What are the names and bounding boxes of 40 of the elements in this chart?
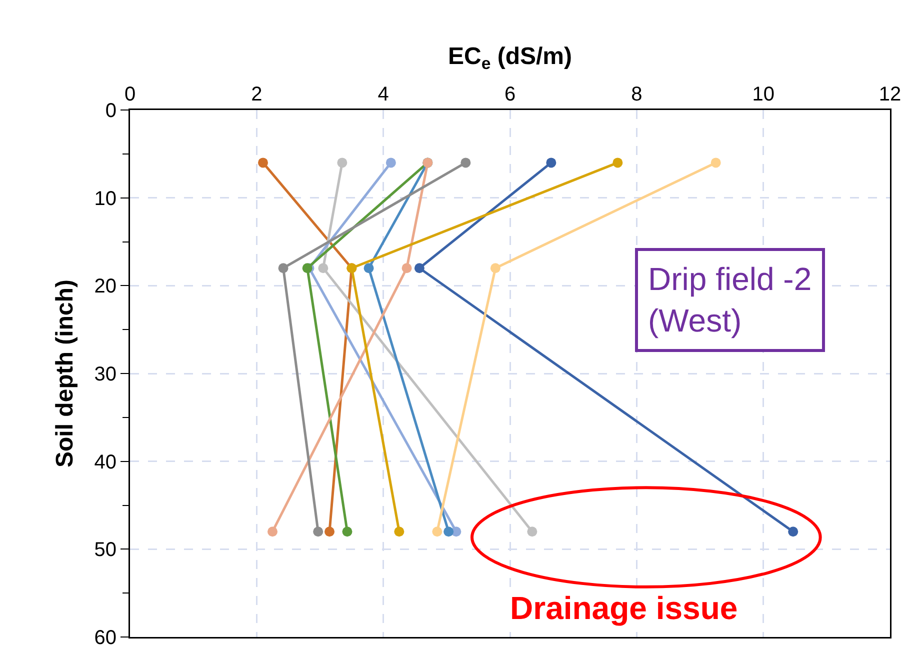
y-tick-label: 40 [94, 451, 116, 474]
point [324, 526, 334, 537]
x-axis-title: EC$_{e}$ (dS/m) [448, 42, 572, 73]
y-tick-label: 60 [94, 627, 116, 649]
point [313, 526, 324, 537]
point [337, 158, 348, 168]
point [414, 263, 424, 274]
point [402, 263, 412, 274]
x-tick-label: 8 [631, 84, 642, 106]
y-tick-label: 20 [94, 276, 116, 298]
y-tick-label: 30 [94, 364, 116, 386]
annotation: Drip field -2 (West) [648, 261, 812, 339]
point [710, 158, 721, 168]
x-tick-label: 12 [878, 84, 902, 106]
y-tick-label: 0 [105, 100, 116, 122]
x-tick-label: 0 [124, 84, 136, 106]
x-tick-label: 4 [378, 84, 389, 106]
y-tick-label: 50 [94, 539, 116, 562]
point [394, 526, 404, 537]
point [546, 158, 556, 168]
point [386, 158, 396, 168]
point [364, 263, 374, 274]
point [318, 263, 328, 274]
x-tick-label: 2 [251, 84, 262, 106]
point [460, 158, 471, 168]
point [527, 526, 538, 537]
point [342, 526, 352, 537]
point [258, 158, 268, 168]
point [432, 526, 442, 537]
point [788, 526, 798, 537]
point [444, 526, 454, 537]
x-tick-label: 6 [504, 84, 516, 106]
point [490, 263, 500, 274]
point [278, 263, 288, 274]
y-axis-title: Soil depth (inch) [52, 280, 79, 468]
y-tick-label: 10 [94, 188, 116, 210]
point [268, 526, 278, 537]
annotation: Drainage issue [510, 590, 738, 626]
point [612, 158, 623, 168]
x-tick-label: 10 [752, 84, 774, 106]
